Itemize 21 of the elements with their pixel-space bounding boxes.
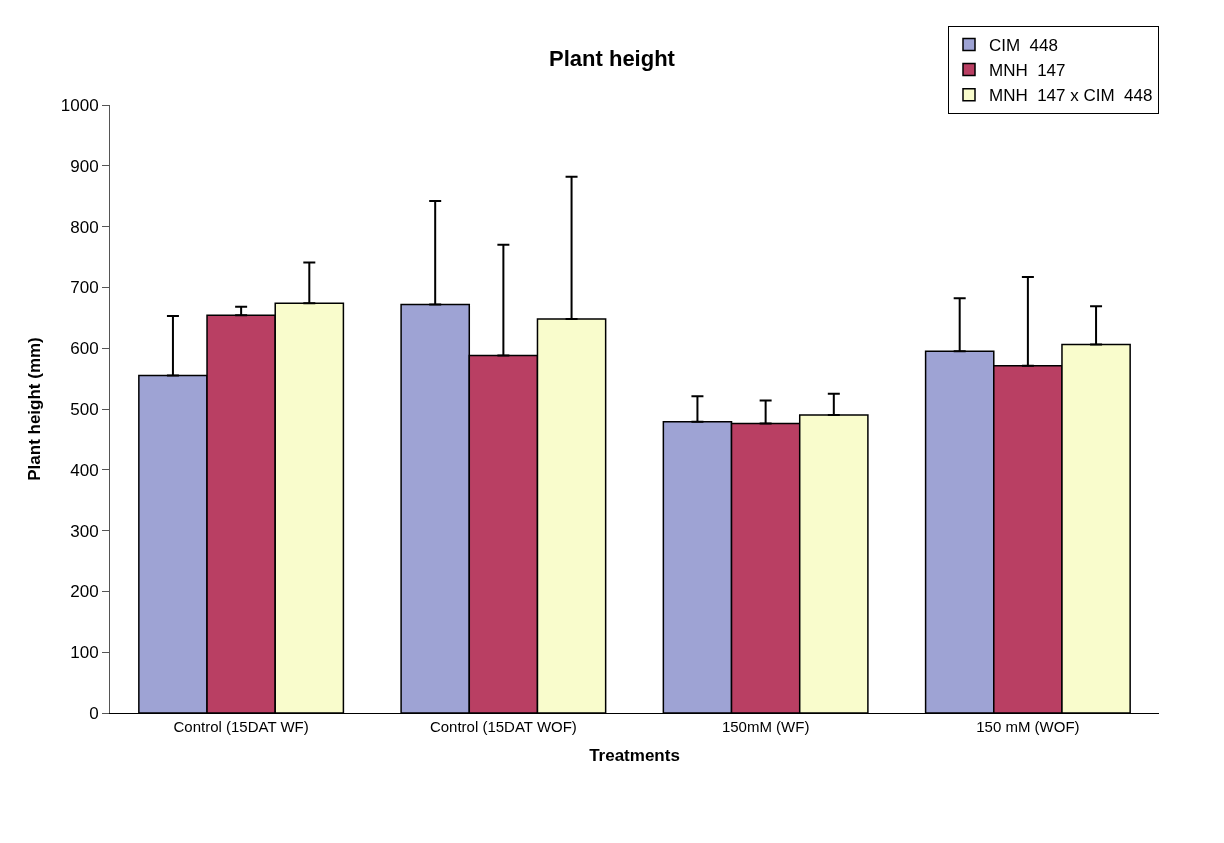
y-tick-label: 100 <box>70 643 99 663</box>
x-tick-label: 150 mM (WOF) <box>976 718 1080 735</box>
x-axis-title: Treatments <box>589 746 680 766</box>
y-tick-label: 800 <box>70 217 99 237</box>
y-tick-label: 400 <box>70 460 99 480</box>
y-tick-label: 0 <box>89 703 99 723</box>
y-axis-title: Plant height (mm) <box>25 337 45 481</box>
y-tick-label: 900 <box>70 156 99 176</box>
x-tick-label: Control (15DAT WF) <box>173 718 309 735</box>
y-tick-label: 1000 <box>60 95 99 115</box>
y-tick-label: 500 <box>70 399 99 419</box>
x-tick-label: 150mM (WF) <box>721 718 810 735</box>
legend-label: MNH 147 <box>989 61 1066 81</box>
legend-label: CIM 448 <box>989 36 1058 56</box>
chart-title: Plant height <box>549 45 676 71</box>
y-tick-label: 700 <box>70 278 99 298</box>
y-tick-label: 300 <box>70 521 99 541</box>
x-tick-label: Control (15DAT WOF) <box>429 718 577 735</box>
legend-label: MNH 147 x CIM 448 <box>989 86 1153 106</box>
y-tick-label: 600 <box>70 339 99 359</box>
y-tick-label: 200 <box>70 582 99 602</box>
